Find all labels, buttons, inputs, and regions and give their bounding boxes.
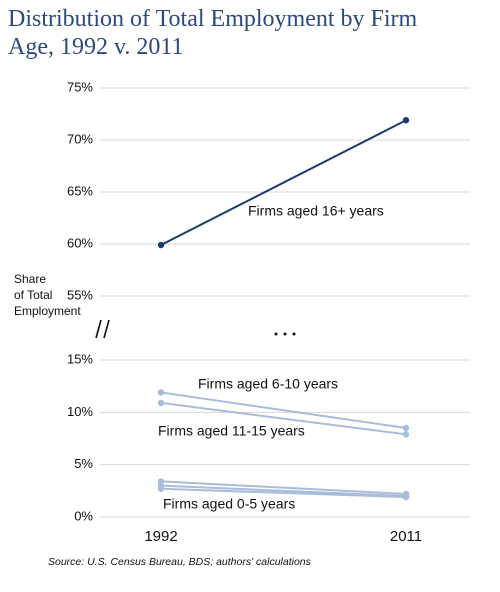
x-tick-label: 2011 (390, 528, 422, 545)
series-label: Firms aged 0-5 years (163, 496, 295, 512)
y-axis-label: Share (14, 272, 46, 286)
y-axis-label: Employment (14, 304, 81, 318)
chart-title: Distribution of Total Employment by Firm (8, 6, 418, 32)
y-tick-label: 15% (67, 351, 93, 366)
series-label: Firms aged 11-15 years (158, 423, 305, 439)
y-tick-label: 60% (67, 235, 93, 250)
data-point (402, 493, 410, 501)
chart-title: Age, 1992 v. 2011 (8, 34, 184, 60)
y-tick-label: 0% (74, 508, 93, 523)
y-tick-label: 65% (67, 183, 93, 198)
series-line (160, 391, 407, 430)
data-point (157, 485, 165, 492)
y-tick-label: 75% (67, 79, 93, 94)
source-note: Source: U.S. Census Bureau, BDS; authors… (48, 556, 312, 568)
y-tick-label: 55% (67, 287, 93, 302)
series-line (160, 484, 407, 498)
series-line (160, 487, 407, 499)
data-point (402, 117, 410, 124)
data-point (157, 389, 165, 396)
y-axis-label: of Total (14, 288, 52, 302)
y-tick-label: 5% (74, 456, 93, 471)
series-line (160, 401, 407, 436)
y-tick-label: 70% (67, 131, 93, 146)
series-line (160, 119, 407, 246)
axis-break (95, 319, 110, 339)
data-point (402, 431, 410, 438)
series-line (160, 480, 407, 495)
x-tick-label: 1992 (144, 528, 177, 545)
data-point (402, 424, 410, 432)
ellipsis (274, 332, 296, 336)
y-tick-label: 10% (67, 404, 93, 419)
series-label: Firms aged 16+ years (248, 203, 384, 219)
data-point (157, 399, 165, 407)
series-label: Firms aged 6-10 years (198, 376, 338, 392)
data-point (157, 241, 165, 249)
